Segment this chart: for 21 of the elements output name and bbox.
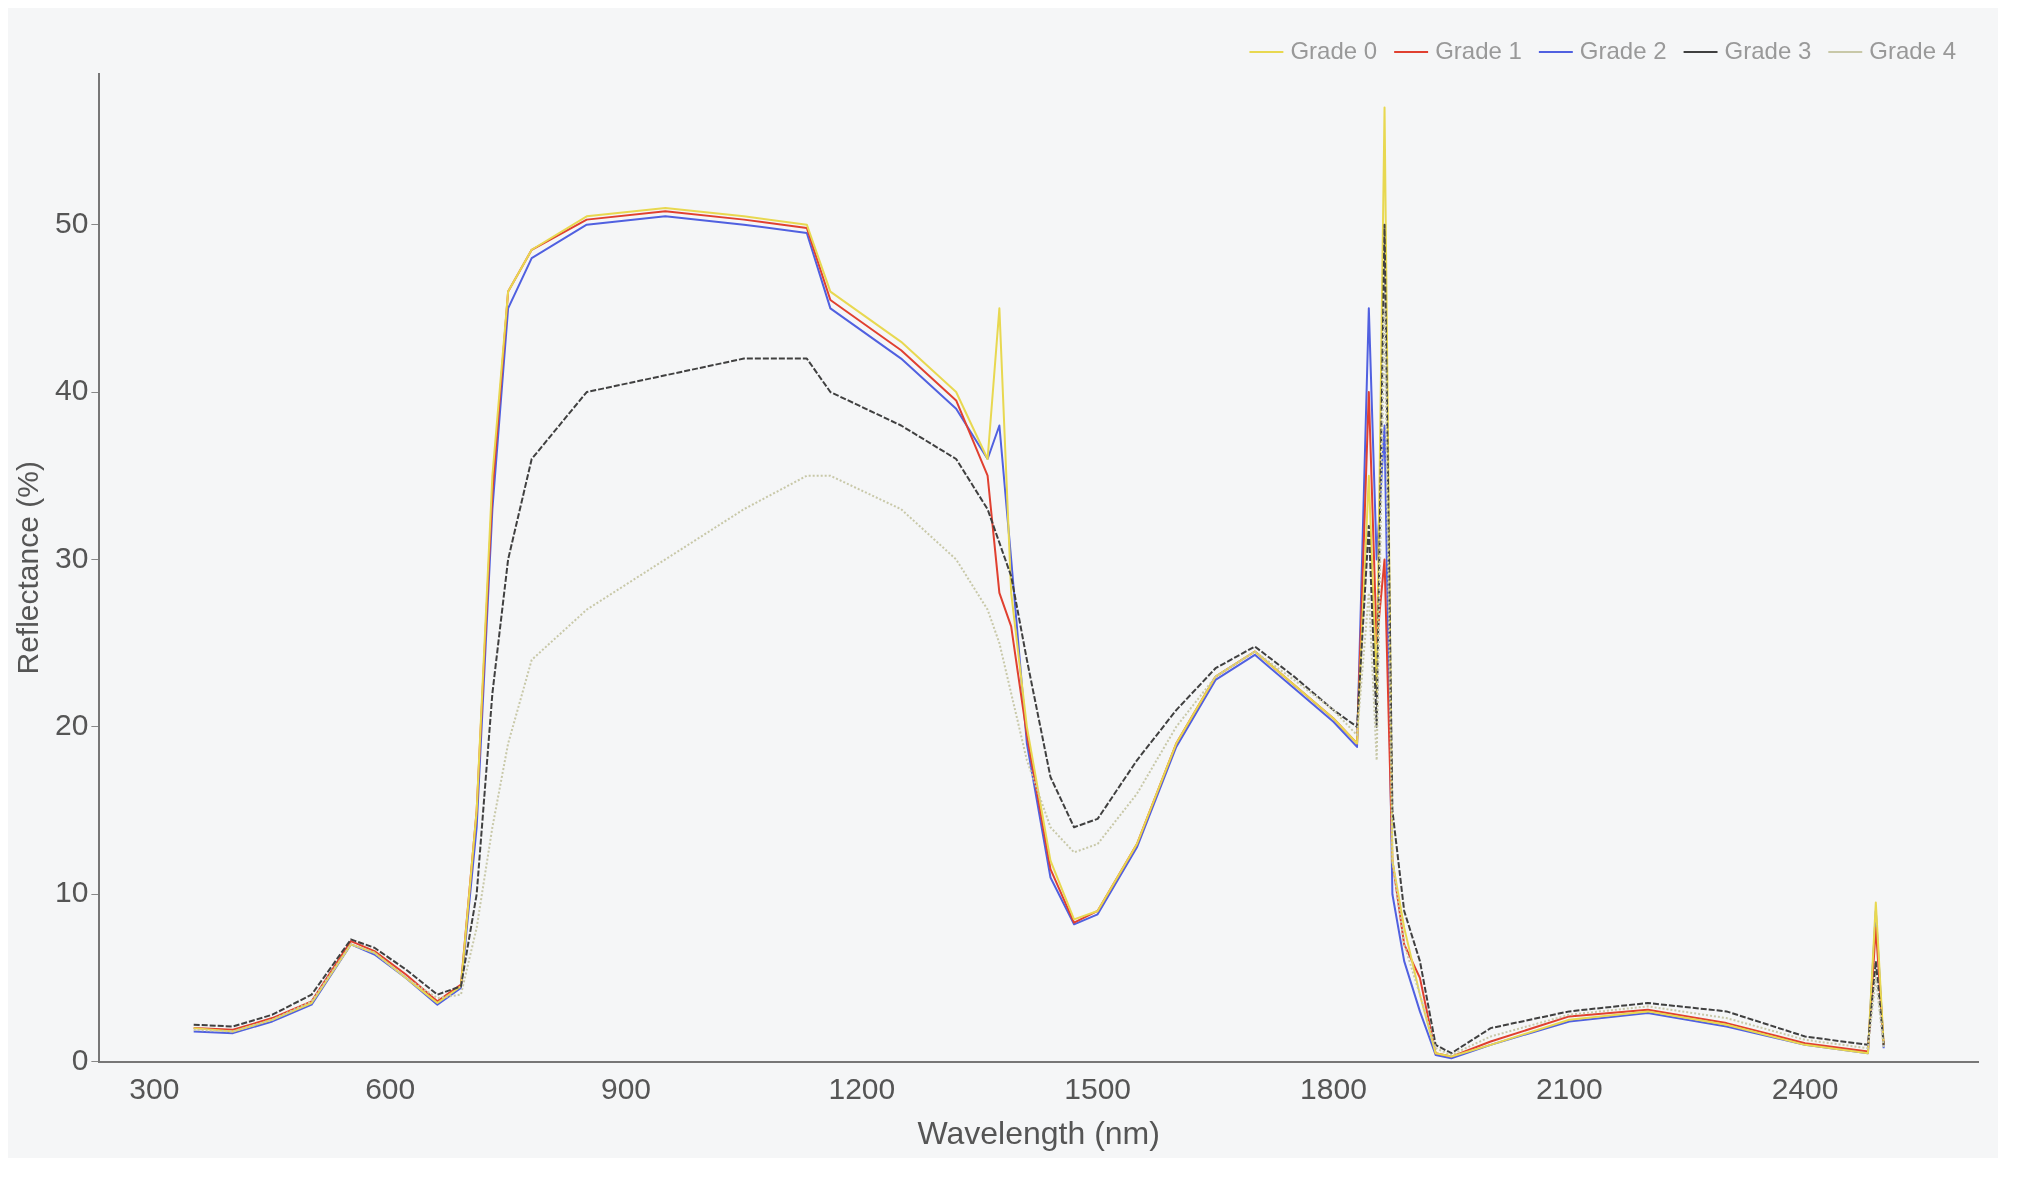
x-tick-label: 900 <box>600 1071 652 1105</box>
x-tick-label: 300 <box>129 1071 180 1105</box>
x-tick-label: 600 <box>365 1071 416 1105</box>
legend-label: Grade 2 <box>1579 36 1667 64</box>
legend-label: Grade 1 <box>1435 36 1522 64</box>
y-tick-label: 40 <box>54 373 89 407</box>
x-tick-label: 1200 <box>828 1071 896 1105</box>
x-tick-label: 1800 <box>1300 1071 1367 1105</box>
legend-label: Grade 0 <box>1290 36 1378 64</box>
y-tick-label: 50 <box>54 205 89 239</box>
x-axis-title: Wavelength (nm) <box>917 1114 1160 1151</box>
y-axis-title: Reflectance (%) <box>11 461 45 675</box>
y-tick-label: 0 <box>71 1042 89 1076</box>
legend-label: Grade 4 <box>1869 36 1956 64</box>
y-tick-label: 10 <box>54 875 89 909</box>
legend-label: Grade 3 <box>1724 36 1812 64</box>
y-tick-label: 20 <box>54 708 89 742</box>
x-tick-label: 2100 <box>1535 1071 1603 1105</box>
y-tick-label: 30 <box>54 540 89 574</box>
x-tick-label: 2400 <box>1771 1071 1839 1105</box>
x-tick-label: 1500 <box>1064 1071 1132 1105</box>
